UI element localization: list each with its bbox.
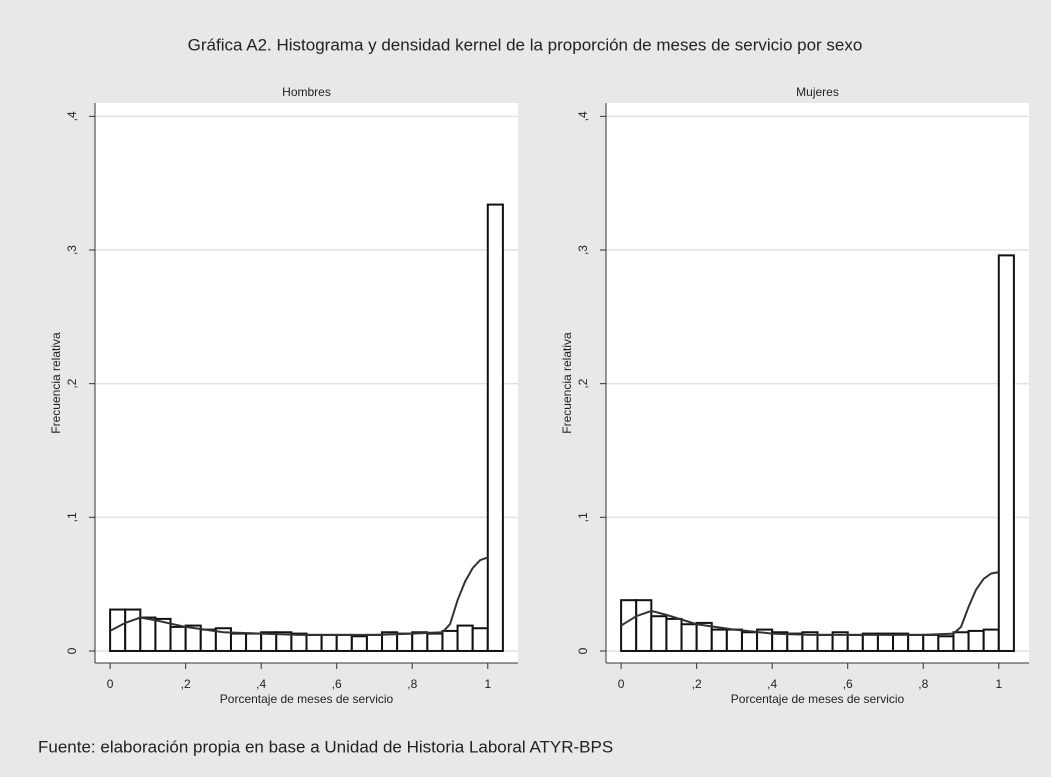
bar: [169, 625, 187, 652]
y-tick-label: ,3: [576, 245, 590, 255]
bar: [139, 616, 157, 652]
x-tick-label: ,6: [332, 677, 342, 691]
y-tick-label: ,1: [576, 512, 590, 522]
y-tick-label: ,3: [65, 245, 79, 255]
bar: [740, 631, 759, 652]
bar: [937, 635, 955, 652]
bar: [426, 632, 444, 652]
bar: [967, 629, 985, 652]
bar: [846, 633, 864, 652]
x-tick-label: ,8: [407, 677, 417, 691]
panel-title: Mujeres: [796, 85, 839, 99]
y-axis-label: Frecuencia relativa: [49, 332, 63, 434]
y-tick-label: ,2: [65, 378, 79, 388]
bar: [635, 599, 653, 652]
bar: [725, 628, 743, 652]
bar: [411, 631, 429, 652]
x-tick-label: 1: [995, 677, 1002, 691]
y-tick-label: ,1: [65, 512, 79, 522]
bar: [350, 635, 368, 652]
bar: [486, 203, 504, 652]
bar: [305, 633, 323, 652]
bar: [396, 632, 414, 652]
x-tick-label: ,6: [843, 677, 853, 691]
bar: [982, 628, 1000, 652]
bar: [199, 628, 217, 652]
bar: [861, 632, 879, 652]
x-tick-label: 0: [618, 677, 625, 691]
bar: [680, 623, 698, 652]
bar: [816, 633, 834, 652]
panel-title: Hombres: [282, 85, 331, 99]
bar: [876, 632, 895, 652]
bar: [922, 633, 940, 652]
bar: [441, 629, 459, 652]
bar: [335, 633, 353, 652]
bar: [952, 631, 970, 652]
y-tick-label: 0: [576, 647, 590, 654]
bar: [320, 633, 338, 652]
x-tick-label: 0: [107, 677, 114, 691]
bar: [892, 632, 910, 652]
x-axis-label: Porcentaje de meses de servicio: [220, 692, 394, 706]
bar: [365, 633, 384, 652]
bar: [471, 627, 489, 652]
bar: [290, 632, 308, 652]
bar: [695, 621, 713, 652]
bar: [620, 599, 638, 652]
bar: [665, 617, 683, 652]
x-tick-label: ,2: [181, 677, 191, 691]
x-tick-label: 1: [484, 677, 491, 691]
footnote: Fuente: elaboración propia en base a Uni…: [38, 737, 613, 756]
bar: [124, 608, 142, 652]
bar: [997, 254, 1015, 652]
bar: [710, 628, 728, 652]
bar: [456, 624, 474, 652]
x-tick-label: ,2: [692, 677, 702, 691]
density-line: [109, 556, 489, 636]
bar: [650, 615, 668, 652]
x-tick-label: ,4: [256, 677, 266, 691]
x-tick-label: ,8: [918, 677, 928, 691]
bar: [245, 632, 263, 652]
y-axis-label: Frecuencia relativa: [560, 332, 574, 434]
figure-title: Gráfica A2. Histograma y densidad kernel…: [188, 35, 863, 54]
bar: [907, 633, 925, 652]
bar: [786, 632, 804, 652]
x-axis-label: Porcentaje de meses de servicio: [731, 692, 905, 706]
y-tick-label: 0: [65, 647, 79, 654]
bar: [229, 632, 248, 652]
bar: [260, 631, 278, 652]
y-tick-label: ,2: [576, 378, 590, 388]
y-tick-label: ,4: [65, 111, 79, 121]
bar: [771, 631, 789, 652]
density-line: [620, 571, 999, 636]
x-tick-label: ,4: [767, 677, 777, 691]
y-tick-label: ,4: [576, 111, 590, 121]
